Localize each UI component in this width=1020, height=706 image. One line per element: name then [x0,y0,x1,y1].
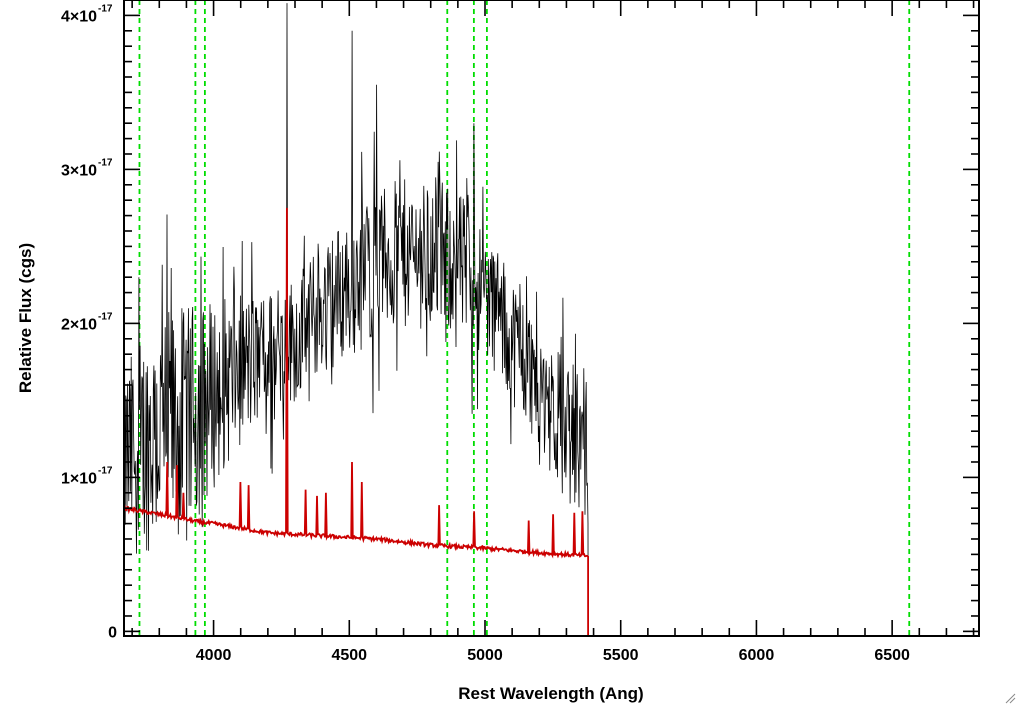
x-tick-label: 5000 [467,647,503,664]
y-tick-exponent: -17 [98,157,113,168]
model-spectrum-line [123,207,979,637]
y-tick-exponent: -17 [98,3,113,14]
x-tick-label: 5500 [603,647,639,664]
observed-spectrum-layer [123,3,979,637]
tick-marks [124,0,979,636]
model-spectrum-layer [123,207,979,637]
x-axis-label: Rest Wavelength (Ang) [458,684,643,703]
y-tick-label: 0 [108,624,117,641]
axes [123,0,980,637]
y-tick-exponent: -17 [98,465,113,476]
y-axis-label: Relative Flux (cgs) [16,243,35,393]
y-tick-exponent: -17 [98,311,113,322]
y-tick-label: 3×10 [61,162,97,179]
observed-spectrum-line [123,3,979,637]
y-tick-label: 1×10 [61,470,97,487]
reference-lines [138,0,911,636]
x-tick-label: 4000 [196,647,232,664]
y-tick-label: 4×10 [61,8,97,25]
x-tick-label: 6000 [739,647,775,664]
resize-grip-icon[interactable] [1004,692,1016,704]
x-tick-label: 4500 [331,647,367,664]
y-tick-label: 2×10 [61,316,97,333]
plot-frame [123,0,980,637]
x-tick-label: 6500 [874,647,910,664]
